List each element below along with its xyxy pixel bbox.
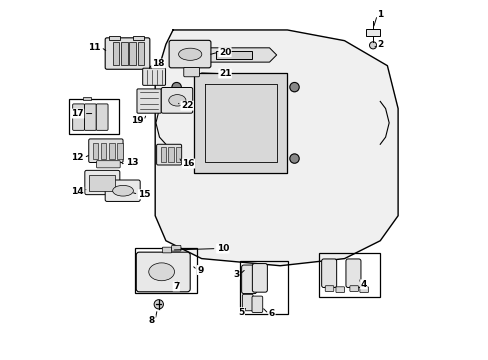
Text: 20: 20: [218, 48, 231, 57]
Text: 18: 18: [152, 59, 164, 68]
FancyBboxPatch shape: [142, 68, 165, 85]
Bar: [109, 36, 120, 40]
FancyBboxPatch shape: [359, 287, 367, 293]
Text: 22: 22: [181, 101, 193, 110]
Bar: [318, 252, 380, 297]
FancyBboxPatch shape: [171, 246, 181, 251]
Text: 7: 7: [173, 282, 179, 291]
Bar: [101, 143, 106, 159]
FancyBboxPatch shape: [183, 67, 199, 77]
Text: 2: 2: [377, 40, 383, 49]
FancyBboxPatch shape: [241, 265, 256, 294]
Text: 11: 11: [88, 42, 101, 51]
Text: 12: 12: [71, 153, 83, 162]
Text: 14: 14: [71, 187, 83, 196]
FancyBboxPatch shape: [252, 264, 267, 292]
Bar: [176, 148, 181, 162]
Bar: [83, 97, 91, 100]
Ellipse shape: [168, 95, 185, 106]
Polygon shape: [194, 73, 287, 173]
Bar: [109, 143, 114, 159]
Text: 8: 8: [149, 315, 155, 324]
Text: 21: 21: [218, 69, 231, 78]
Circle shape: [369, 42, 376, 49]
Bar: [121, 42, 127, 65]
Circle shape: [154, 300, 163, 309]
FancyBboxPatch shape: [105, 38, 149, 69]
Bar: [365, 28, 380, 36]
Bar: [133, 36, 143, 40]
FancyBboxPatch shape: [321, 259, 336, 288]
Bar: [129, 42, 136, 65]
Text: 5: 5: [238, 308, 244, 317]
Text: 17: 17: [71, 109, 83, 118]
FancyBboxPatch shape: [345, 259, 360, 288]
FancyBboxPatch shape: [162, 247, 171, 253]
FancyBboxPatch shape: [96, 104, 108, 130]
Polygon shape: [190, 48, 276, 62]
Bar: [138, 42, 144, 65]
Text: 15: 15: [138, 190, 151, 199]
Circle shape: [289, 82, 299, 92]
Bar: [113, 42, 119, 65]
FancyBboxPatch shape: [73, 104, 84, 130]
Bar: [117, 143, 122, 159]
FancyBboxPatch shape: [137, 89, 161, 113]
Ellipse shape: [148, 263, 174, 281]
Bar: [93, 143, 98, 159]
Text: 9: 9: [197, 266, 203, 275]
FancyBboxPatch shape: [136, 252, 190, 292]
FancyBboxPatch shape: [84, 170, 120, 195]
Bar: [161, 148, 166, 162]
Bar: [168, 148, 173, 162]
Text: 16: 16: [182, 159, 194, 168]
FancyBboxPatch shape: [156, 144, 181, 165]
Text: 19: 19: [131, 116, 143, 125]
FancyBboxPatch shape: [161, 87, 192, 113]
Ellipse shape: [178, 48, 202, 60]
Bar: [216, 51, 251, 59]
Circle shape: [172, 82, 181, 92]
FancyBboxPatch shape: [251, 296, 262, 312]
Circle shape: [289, 154, 299, 163]
Ellipse shape: [112, 185, 133, 196]
FancyBboxPatch shape: [88, 139, 123, 162]
FancyBboxPatch shape: [325, 286, 333, 292]
Text: 1: 1: [377, 10, 383, 19]
Text: 4: 4: [360, 280, 366, 289]
Circle shape: [172, 154, 181, 163]
Bar: [69, 99, 119, 134]
FancyBboxPatch shape: [242, 294, 253, 311]
FancyBboxPatch shape: [105, 180, 140, 202]
FancyBboxPatch shape: [349, 286, 358, 292]
Text: 3: 3: [233, 270, 239, 279]
Text: 10: 10: [216, 244, 228, 253]
Bar: [240, 261, 288, 314]
FancyBboxPatch shape: [335, 287, 344, 293]
Bar: [89, 175, 115, 191]
FancyBboxPatch shape: [97, 161, 120, 168]
Text: 13: 13: [125, 158, 138, 167]
Text: 6: 6: [268, 310, 274, 319]
FancyBboxPatch shape: [169, 40, 210, 68]
FancyBboxPatch shape: [84, 104, 96, 130]
Polygon shape: [155, 30, 397, 266]
Bar: [135, 248, 197, 293]
